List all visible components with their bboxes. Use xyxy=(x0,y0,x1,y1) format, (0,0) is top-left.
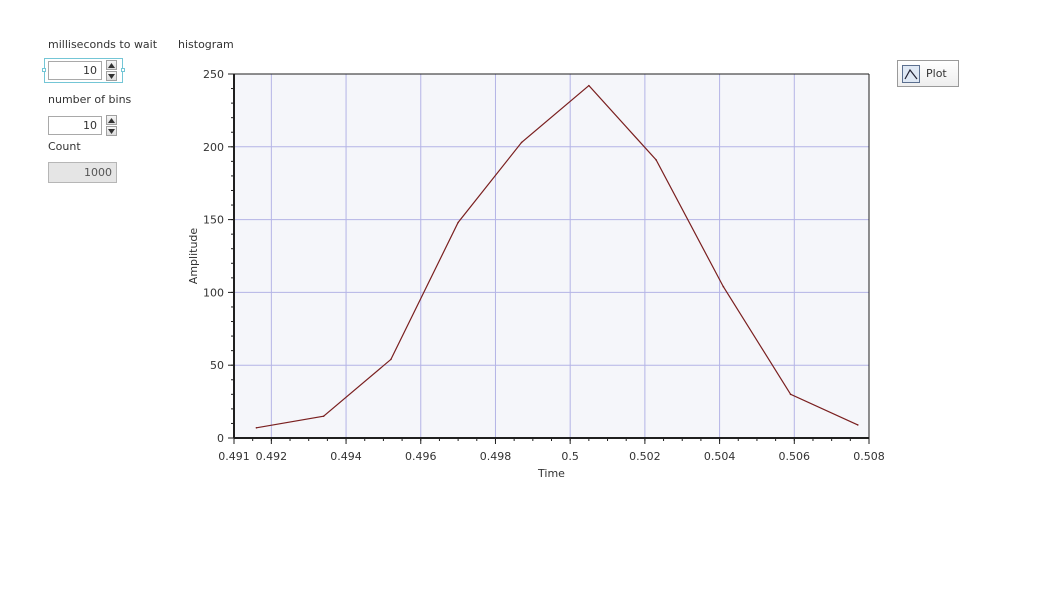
y-axis-label: Amplitude xyxy=(187,228,200,285)
data-point xyxy=(457,221,459,224)
y-tick-label: 50 xyxy=(210,359,224,372)
focus-handle-right xyxy=(121,68,125,72)
data-point xyxy=(520,141,523,144)
x-tick-label: 0.506 xyxy=(779,450,811,463)
plot-area xyxy=(234,74,869,438)
data-point xyxy=(655,159,657,161)
count-label: Count xyxy=(48,140,81,153)
data-point xyxy=(390,358,392,361)
line-plot-icon xyxy=(902,64,920,83)
y-tick-label: 200 xyxy=(203,141,224,154)
data-point xyxy=(856,424,859,426)
data-point xyxy=(789,393,792,396)
data-point xyxy=(255,427,258,429)
y-tick-label: 100 xyxy=(203,286,224,299)
count-indicator: 1000 xyxy=(48,162,117,183)
x-axis-label: Time xyxy=(537,467,565,480)
number-of-bins-decrement-button[interactable] xyxy=(106,126,117,136)
y-tick-label: 250 xyxy=(203,68,224,81)
x-tick-label: 0.508 xyxy=(853,450,885,463)
x-tick-label: 0.498 xyxy=(480,450,512,463)
x-tick-label: 0.504 xyxy=(704,450,736,463)
number-of-bins-increment-button[interactable] xyxy=(106,115,117,125)
x-tick-label: 0.491 xyxy=(218,450,250,463)
graph-title: histogram xyxy=(178,38,234,51)
x-tick-label: 0.494 xyxy=(330,450,362,463)
ms-to-wait-increment-button[interactable] xyxy=(106,60,117,70)
focus-handle-left xyxy=(42,68,46,72)
ms-to-wait-label: milliseconds to wait xyxy=(48,38,158,51)
data-point xyxy=(722,285,725,288)
spin-down-arrow-icon xyxy=(108,73,115,79)
x-tick-label: 0.496 xyxy=(405,450,437,463)
x-tick-label: 0.502 xyxy=(629,450,661,463)
y-tick-label: 0 xyxy=(217,432,224,445)
number-of-bins-input[interactable]: 10 xyxy=(48,116,102,135)
ms-to-wait-input[interactable]: 10 xyxy=(48,61,102,80)
number-of-bins-label: number of bins xyxy=(48,93,132,106)
spin-up-arrow-icon xyxy=(108,62,115,68)
data-point xyxy=(322,415,325,417)
x-tick-label: 0.5 xyxy=(561,450,579,463)
spin-down-arrow-icon xyxy=(108,128,115,134)
plot-button-label: Plot xyxy=(926,67,947,80)
x-tick-label: 0.492 xyxy=(256,450,288,463)
series-line xyxy=(256,84,859,429)
y-tick-label: 150 xyxy=(203,214,224,227)
data-point xyxy=(588,84,590,87)
spin-up-arrow-icon xyxy=(108,117,115,123)
plot-button[interactable]: Plot xyxy=(897,60,959,87)
ms-to-wait-decrement-button[interactable] xyxy=(106,71,117,81)
histogram-graph[interactable]: 0.491 0.492 0.494 0.496 0.498 0.5 0.502 0.504 0.… xyxy=(180,60,900,490)
